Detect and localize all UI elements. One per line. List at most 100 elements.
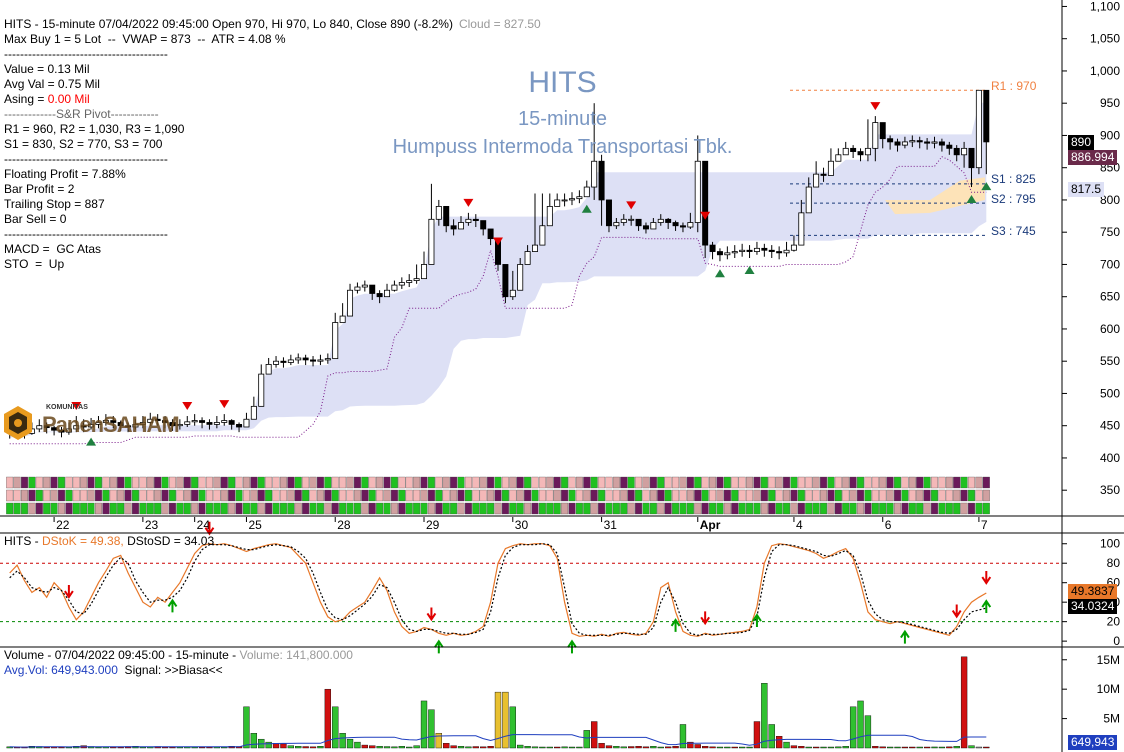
candle-body: [835, 154, 842, 162]
candle: [258, 364, 265, 407]
indicator-strip-cell: [546, 489, 554, 502]
stoch-buy-arrow-icon: [752, 613, 762, 628]
separator: ----------------------------------------…: [4, 152, 168, 166]
candle: [879, 122, 886, 149]
indicator-strip-cell: [960, 502, 968, 515]
indicator-strip-cell: [405, 476, 413, 489]
price-panel: 1,1001,0501,0009509008508007507006506005…: [6, 0, 1120, 532]
candle-body: [280, 360, 287, 363]
volume-bar: [790, 745, 798, 749]
candle-body: [635, 218, 642, 227]
s2-label: S2 : 795: [991, 192, 1036, 206]
stoch-sell-arrow-icon: [981, 571, 992, 585]
indicator-strip-cell: [612, 476, 620, 489]
indicator-strip-cell: [58, 502, 65, 515]
candle: [443, 205, 450, 233]
indicator-strip-cell: [72, 476, 80, 489]
candle: [509, 270, 516, 300]
candle-body: [236, 424, 243, 428]
indicator-strip-cell: [102, 476, 110, 489]
candle: [384, 283, 391, 298]
candle-body: [953, 147, 960, 156]
candle-body: [739, 249, 746, 252]
volume-bar: [909, 746, 916, 749]
asing-value: 0.00 Mil: [47, 92, 90, 106]
indicator-strip-cell: [664, 476, 672, 489]
indicator-strip-cell: [257, 476, 265, 489]
indicator-strip-cell: [324, 476, 332, 489]
indicator-strip-cell: [331, 476, 339, 489]
indicator-strip-cell: [931, 502, 938, 515]
volume-bar: [946, 746, 953, 749]
volume-bar: [886, 746, 894, 749]
indicator-strip-cell: [95, 489, 102, 502]
candle: [435, 199, 442, 226]
indicator-strip-cell: [272, 502, 280, 515]
indicator-strip-cell: [35, 502, 43, 515]
indicator-strip-cell: [709, 476, 717, 489]
indicator-strip-cell: [339, 476, 347, 489]
indicator-strip-cell: [405, 502, 413, 515]
indicator-strip-cell: [679, 502, 687, 515]
volume-bar: [561, 746, 568, 749]
volume-bar: [679, 724, 687, 749]
stoch-buy-arrow-icon: [900, 629, 910, 644]
candle: [361, 280, 368, 292]
candle: [265, 357, 272, 375]
candle: [983, 89, 990, 175]
candle-body: [43, 425, 50, 429]
indicator-strip-cell: [620, 502, 628, 515]
candle: [110, 416, 117, 429]
indicator-strip-cell: [775, 489, 783, 502]
indicator-strip-cell: [790, 489, 798, 502]
candle: [43, 422, 50, 434]
candle: [813, 161, 820, 188]
volume-bar: [494, 691, 502, 749]
candle-body: [709, 244, 716, 252]
indicator-strip-cell: [790, 502, 798, 515]
candle-body: [184, 421, 191, 425]
sell-signal-icon: [71, 402, 82, 411]
indicator-strip-cell: [398, 476, 406, 489]
indicator-strip-cell: [982, 502, 990, 515]
indicator-strip-cell: [154, 502, 162, 515]
volume-bar: [420, 700, 428, 749]
volume-bar: [406, 746, 413, 749]
indicator-strip-cell: [701, 502, 709, 515]
candle: [413, 264, 420, 284]
indicator-strip-cell: [124, 489, 132, 502]
candle-body: [458, 222, 464, 230]
volume-bar: [960, 656, 968, 749]
indicator-strip-cell: [716, 489, 724, 502]
candle-body: [110, 420, 117, 423]
indicator-strip-cell: [398, 502, 406, 515]
candle: [228, 419, 235, 430]
indicator-strip-cell: [146, 476, 154, 489]
indicator-strip-cell: [568, 489, 576, 502]
indicator-strip-cell: [450, 489, 458, 502]
indicator-strip-cell: [709, 489, 717, 502]
candle-body: [857, 151, 864, 156]
volume-bar: [827, 746, 835, 749]
indicator-strip-cell: [117, 489, 125, 502]
sell-signal-icon: [700, 211, 711, 220]
indicator-strip-cell: [442, 502, 450, 515]
candle: [598, 154, 605, 226]
indicator-strip-cell: [783, 502, 791, 515]
indicator-strip-cell: [43, 476, 51, 489]
indicator-strip-cell: [420, 476, 428, 489]
volume-bar: [598, 743, 605, 749]
candle: [554, 193, 561, 207]
indicator-strip-cell: [161, 489, 169, 502]
indicator-strip-cell: [102, 489, 110, 502]
indicator-strip-cell: [279, 489, 287, 502]
indicator-strip-cell: [746, 476, 754, 489]
indicator-strip-cell: [302, 489, 310, 502]
indicator-strip-cell: [871, 502, 879, 515]
volume-bar: [339, 733, 346, 749]
candle: [591, 103, 598, 200]
candle: [406, 274, 413, 288]
y-tick-label: 15M: [1097, 653, 1120, 667]
indicator-strip-cell: [457, 502, 465, 515]
indicator-strip-cell: [287, 476, 295, 489]
